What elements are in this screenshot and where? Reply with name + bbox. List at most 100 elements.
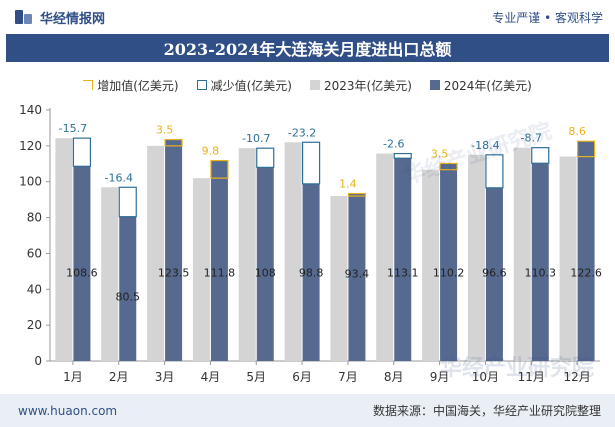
- y-tick-label: 0: [34, 354, 42, 368]
- bar-2024: [210, 160, 228, 361]
- increase-swatch-icon: [83, 80, 94, 90]
- bar-2024: [394, 158, 412, 361]
- footer-url[interactable]: www.huaon.com: [18, 403, 118, 418]
- x-tick-label: 7月: [338, 370, 358, 384]
- change-label: -16.4: [105, 171, 133, 184]
- decrease-swatch-icon: [196, 80, 207, 90]
- y-tick-label: 140: [19, 103, 42, 117]
- x-tick-label: 11月: [518, 370, 545, 384]
- bar-2023: [238, 148, 256, 361]
- bar-value-label: 108.6: [66, 267, 98, 280]
- bar-2024: [531, 163, 549, 361]
- legend-item-increase: 增加值(亿美元): [83, 77, 179, 94]
- bar-2023: [101, 187, 119, 361]
- x-tick-label: 9月: [430, 370, 450, 384]
- x-tick-label: 5月: [246, 370, 266, 384]
- bar-2024: [440, 163, 458, 361]
- bar-2024: [485, 187, 503, 361]
- y-tick-label: 40: [27, 282, 42, 296]
- bar-2023: [422, 169, 440, 361]
- y-tick-label: 120: [19, 139, 42, 153]
- change-label: 8.6: [568, 125, 586, 138]
- bar-2023: [513, 147, 531, 361]
- change-label: 9.8: [202, 145, 220, 158]
- increase-box: [576, 140, 596, 158]
- change-label: -2.6: [383, 138, 404, 151]
- increase-box: [439, 162, 458, 171]
- legend-label-decrease: 减少值(亿美元): [210, 78, 292, 93]
- bar-value-label: 108: [255, 267, 276, 280]
- change-label: 3.5: [156, 124, 174, 137]
- bar-value-label: 110.2: [433, 267, 465, 280]
- bar-value-label: 110.3: [525, 267, 557, 280]
- huajing-logo-icon: [15, 10, 32, 24]
- bar-2024: [119, 216, 137, 361]
- bar-value-label: 122.6: [570, 267, 602, 280]
- change-label: 1.4: [339, 178, 357, 191]
- bar-value-label: 113.1: [387, 267, 419, 280]
- decrease-box: [72, 137, 92, 167]
- bar-2023: [192, 178, 210, 361]
- change-label: -15.7: [59, 122, 87, 135]
- change-label: -8.7: [521, 132, 542, 145]
- legend-item-decrease: 减少值(亿美元): [196, 77, 292, 94]
- change-label: -18.4: [471, 139, 499, 152]
- x-tick-label: 10月: [472, 370, 499, 384]
- legend-label-2024: 2024年(亿美元): [443, 78, 532, 93]
- change-label: 3.5: [431, 147, 449, 160]
- legend-label-2023: 2023年(亿美元): [323, 78, 412, 93]
- bar-value-label: 80.5: [116, 291, 141, 304]
- decrease-box: [301, 141, 321, 185]
- data-source: 数据来源：中国海关，华经产业研究院整理: [372, 404, 601, 418]
- decrease-box: [118, 186, 137, 218]
- increase-box: [164, 138, 183, 147]
- bar-2023: [559, 156, 577, 361]
- bar-2023: [467, 154, 485, 361]
- bar-2023: [376, 153, 394, 361]
- decrease-box: [393, 152, 412, 159]
- decrease-box: [256, 147, 275, 168]
- bar-2023: [147, 145, 165, 361]
- top-bar: 华经情报网 专业严谨 • 客观科学: [0, 0, 615, 34]
- change-label: -23.2: [288, 126, 316, 139]
- bar-2024: [302, 183, 320, 361]
- bar-value-label: 98.8: [299, 267, 324, 280]
- y-tick-label: 100: [19, 175, 42, 189]
- footer: www.huaon.com 数据来源：中国海关，华经产业研究院整理: [0, 394, 615, 427]
- legend-label-increase: 增加值(亿美元): [97, 78, 179, 93]
- increase-box: [210, 159, 229, 179]
- legend-item-2024: 2024年(亿美元): [429, 77, 532, 94]
- bar-2024: [165, 139, 183, 361]
- x-tick-label: 2月: [109, 370, 129, 384]
- x-tick-label: 1月: [63, 370, 83, 384]
- bar-value-label: 111.8: [204, 267, 236, 280]
- bar-value-label: 123.5: [158, 267, 190, 280]
- brand-name: 华经情报网: [40, 11, 106, 27]
- decrease-box: [485, 154, 504, 189]
- bar-2024: [348, 193, 366, 361]
- series-2024-swatch-icon: [429, 80, 440, 90]
- bar-2023: [330, 196, 348, 361]
- bar-2023: [284, 142, 302, 361]
- x-tick-label: 12月: [563, 370, 590, 384]
- legend-item-2023: 2023年(亿美元): [309, 77, 412, 94]
- brand[interactable]: 华经情报网: [14, 8, 105, 27]
- bar-2023: [55, 138, 73, 361]
- bar-2024: [577, 141, 595, 361]
- increase-box: [347, 192, 367, 197]
- decrease-box: [531, 147, 550, 164]
- bar-chart: 0 20 40 60 80 100 120 140 -15.7 108.6 1月 -16.4 80.5 2…: [19, 103, 602, 384]
- bar-2024: [73, 166, 91, 361]
- x-tick-label: 8月: [384, 370, 404, 384]
- change-label: -10.7: [242, 132, 270, 145]
- x-tick-label: 4月: [201, 370, 221, 384]
- y-tick-label: 20: [27, 318, 42, 332]
- bar-value-label: 93.4: [345, 268, 370, 281]
- bar-value-label: 96.6: [482, 267, 507, 280]
- y-tick-label: 60: [27, 246, 42, 260]
- chart-title: 2023-2024年大连海关月度进出口总额: [6, 34, 609, 62]
- x-tick-label: 6月: [292, 370, 312, 384]
- y-tick-label: 80: [27, 211, 42, 225]
- legend: 增加值(亿美元) 减少值(亿美元) 2023年(亿美元) 2024年(亿美元): [0, 72, 615, 98]
- tagline: 专业严谨 • 客观科学: [492, 10, 603, 25]
